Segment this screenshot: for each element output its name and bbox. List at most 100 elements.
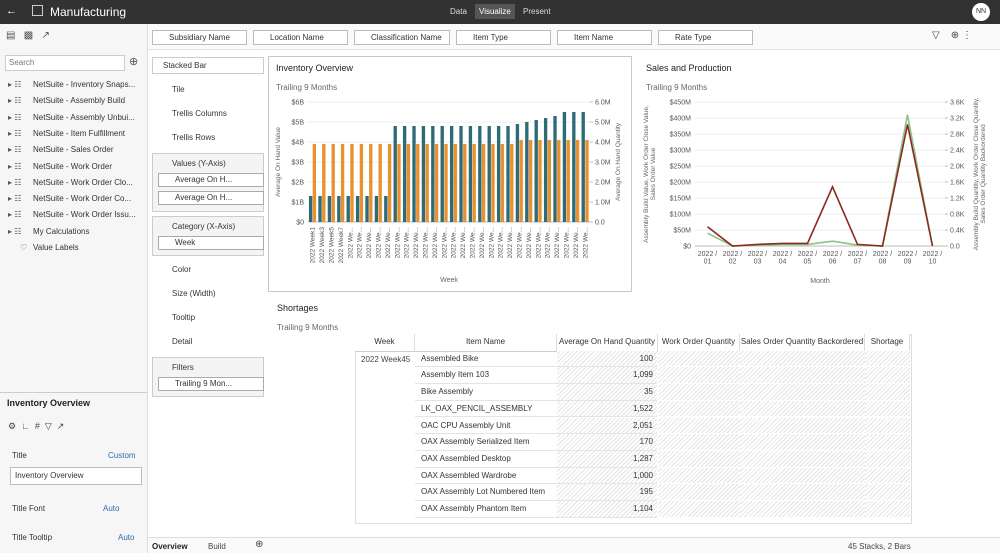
tree-icon[interactable]: ▸ ☷ [8, 128, 22, 138]
x-tick-label: 2022 Week5 [329, 227, 336, 264]
bar [562, 112, 567, 222]
filter-tools[interactable]: ▽ ⊕ ⋮ [932, 30, 972, 41]
cell-quantity: 1,104 [557, 501, 657, 518]
x-tick-label: 2022 We... [470, 227, 477, 259]
tree-icon[interactable]: ▸ ☷ [8, 194, 22, 204]
field-value[interactable]: Auto [118, 533, 135, 542]
data-item[interactable]: NetSuite - Inventory Snaps... [33, 80, 136, 89]
footer-tab[interactable]: Build [208, 542, 226, 551]
pill[interactable]: Week [158, 236, 264, 250]
column-header[interactable]: Sales Order Quantity Backordered [740, 334, 865, 352]
filter-chip[interactable]: Location Name [253, 30, 348, 45]
tree-icon[interactable]: ▸ ☷ [8, 112, 22, 122]
inventory-chart: Inventory Overview Trailing 9 Months $0 $1B… [275, 63, 622, 284]
tree-icon[interactable]: ♡ [20, 243, 28, 252]
column-header[interactable]: Shortage [865, 334, 910, 352]
filter-chip[interactable]: Item Type [456, 30, 551, 45]
tab[interactable]: Data [450, 7, 467, 16]
back-button[interactable]: ← [6, 5, 17, 17]
y-tick-label: $3B [292, 160, 305, 167]
properties-tabs: ⚙ ∟ # ▽ ↗ [8, 421, 65, 431]
pill[interactable]: Average On H... [158, 173, 264, 187]
data-item[interactable]: NetSuite - Assembly Build [33, 96, 126, 106]
data-item[interactable]: NetSuite - Sales Order [33, 145, 114, 155]
y-tick-label: $50M [673, 228, 691, 235]
drop-zone-label: Category (X-Axis) [172, 222, 236, 231]
add-button[interactable]: ⊕ [129, 56, 139, 68]
x-tick-label: 2022 /07 [848, 251, 868, 266]
empty-cell [740, 400, 865, 417]
empty-cell [740, 484, 865, 500]
grammar-field[interactable]: Trellis Rows [172, 133, 216, 142]
tree-icon[interactable]: ▸ ☷ [8, 226, 22, 236]
tree-icon[interactable]: ▸ ☷ [8, 210, 22, 220]
tab[interactable]: Present [523, 7, 551, 16]
grammar-field[interactable]: Trellis Columns [172, 109, 227, 118]
empty-cell [658, 450, 740, 467]
tab-active[interactable]: Visualize [475, 4, 515, 19]
add-canvas[interactable]: ⊕ [255, 539, 264, 550]
grammar-field[interactable]: Size (Width) [172, 289, 216, 298]
tree-icon[interactable]: ▸ ☷ [8, 80, 22, 89]
empty-cell [740, 417, 865, 434]
data-item[interactable]: My Calculations [33, 226, 90, 236]
cell-quantity: 1,522 [557, 400, 657, 418]
grammar-field[interactable]: Tile [172, 85, 185, 94]
search-box[interactable]: Search [5, 55, 125, 71]
bar [515, 124, 520, 222]
bar [449, 126, 454, 222]
tree-icon[interactable]: ▸ ☷ [8, 96, 22, 106]
cell-item: OAX Assembled Wardrobe [415, 468, 557, 485]
data-item[interactable]: NetSuite - Work Order Issu... [33, 210, 136, 220]
filter-chip[interactable]: Rate Type [658, 30, 753, 45]
chart-title: Sales and Production [646, 63, 732, 73]
drop-zone-label: Values (Y-Axis) [172, 159, 226, 168]
grammar-field[interactable]: Color [172, 265, 192, 274]
data-item[interactable]: NetSuite - Work Order Clo... [33, 177, 133, 187]
x-tick-label: 2022 We... [564, 227, 571, 259]
y-axis-label: Assembly Build Value, Work Order Close V… [643, 105, 657, 243]
filter-chip[interactable]: Classification Name [354, 30, 450, 45]
grammar-field[interactable]: Detail [172, 337, 193, 346]
data-item[interactable]: NetSuite - Item Fulfillment [33, 128, 126, 138]
footer-tab-active[interactable]: Overview [152, 542, 188, 551]
y2-tick-label: 2.8K [950, 132, 965, 139]
y-tick-label: $6B [292, 100, 305, 107]
left-panel [0, 24, 148, 553]
y2-tick-label: 0.8K [950, 212, 965, 219]
filter-chip[interactable]: Item Name [557, 30, 652, 45]
pill[interactable]: Trailing 9 Mon... [158, 377, 264, 391]
chart-type[interactable]: Stacked Bar [152, 57, 264, 74]
column-header[interactable]: Work Order Quantity [658, 334, 740, 352]
grammar-field[interactable]: Tooltip [172, 313, 196, 322]
field-label: Title Font [12, 504, 46, 513]
column-header[interactable]: Average On Hand Quantity [557, 334, 658, 352]
bar [506, 126, 510, 222]
x-tick-label: 2022 We... [357, 227, 364, 259]
data-item[interactable]: NetSuite - Work Order Co... [33, 194, 132, 204]
data-item[interactable]: NetSuite - Assembly Unbui... [33, 112, 135, 122]
pill[interactable]: Average On H... [158, 191, 264, 205]
bar [534, 120, 538, 222]
filter-chip[interactable]: Subsidiary Name [152, 30, 247, 45]
tree-icon[interactable]: ▸ ☷ [8, 161, 22, 171]
x-tick-label: 2022 /02 [723, 251, 743, 266]
y2-tick-label: 3.0M [595, 160, 611, 167]
avatar[interactable]: NN [972, 3, 990, 21]
field-value[interactable]: Custom [108, 451, 136, 460]
tree-icon[interactable]: ▸ ☷ [8, 145, 22, 155]
bar [355, 196, 360, 222]
column-header[interactable]: Item Name [415, 334, 557, 352]
x-tick-label: 2022 We... [432, 227, 439, 259]
column-header[interactable]: Week [355, 334, 415, 352]
y2-axis-label: Average On Hand Quantity [615, 122, 622, 201]
tree-icon[interactable]: ▸ ☷ [8, 177, 22, 187]
x-tick-label: 2022 We... [385, 227, 392, 259]
title-input[interactable]: Inventory Overview [10, 467, 142, 485]
data-item[interactable]: Value Labels [33, 243, 79, 252]
empty-cell [865, 417, 910, 434]
bar [487, 126, 491, 222]
data-item[interactable]: NetSuite - Work Order [33, 161, 112, 171]
field-value[interactable]: Auto [103, 504, 120, 513]
